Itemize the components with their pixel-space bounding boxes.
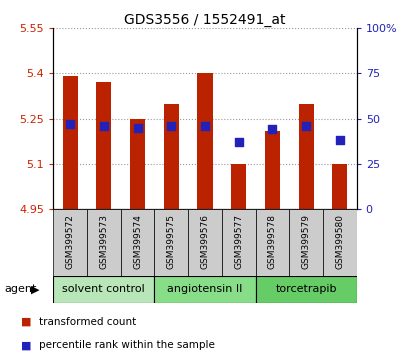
Bar: [331, 164, 346, 209]
Bar: [221, 209, 255, 276]
Bar: [96, 82, 111, 209]
Text: GSM399574: GSM399574: [133, 214, 142, 269]
Point: [336, 137, 342, 143]
Text: agent: agent: [4, 284, 36, 295]
Text: GSM399573: GSM399573: [99, 214, 108, 269]
Bar: [154, 276, 255, 303]
Bar: [120, 209, 154, 276]
Bar: [264, 131, 279, 209]
Bar: [154, 209, 188, 276]
Bar: [255, 209, 289, 276]
Bar: [163, 103, 178, 209]
Point: [100, 123, 107, 129]
Text: torcetrapib: torcetrapib: [275, 284, 336, 295]
Text: ■: ■: [20, 317, 31, 327]
Bar: [322, 209, 356, 276]
Bar: [188, 209, 221, 276]
Text: GSM399572: GSM399572: [65, 214, 74, 269]
Text: GSM399575: GSM399575: [166, 214, 175, 269]
Point: [302, 123, 309, 129]
Point: [201, 123, 208, 129]
Point: [168, 123, 174, 129]
Bar: [63, 76, 78, 209]
Bar: [231, 164, 246, 209]
Text: GSM399578: GSM399578: [267, 214, 276, 269]
Bar: [255, 276, 356, 303]
Point: [134, 125, 141, 131]
Text: GSM399580: GSM399580: [335, 214, 344, 269]
Bar: [289, 209, 322, 276]
Text: solvent control: solvent control: [62, 284, 145, 295]
Text: GSM399576: GSM399576: [200, 214, 209, 269]
Bar: [130, 119, 145, 209]
Bar: [298, 103, 313, 209]
Text: GSM399579: GSM399579: [301, 214, 310, 269]
Point: [67, 121, 73, 127]
Bar: [53, 209, 87, 276]
Bar: [53, 276, 154, 303]
Text: percentile rank within the sample: percentile rank within the sample: [39, 340, 214, 350]
Title: GDS3556 / 1552491_at: GDS3556 / 1552491_at: [124, 13, 285, 27]
Text: GSM399577: GSM399577: [234, 214, 243, 269]
Text: ■: ■: [20, 340, 31, 350]
Text: ▶: ▶: [31, 284, 39, 295]
Point: [235, 139, 241, 145]
Text: transformed count: transformed count: [39, 317, 136, 327]
Point: [268, 127, 275, 132]
Bar: [87, 209, 120, 276]
Bar: [197, 73, 212, 209]
Text: angiotensin II: angiotensin II: [167, 284, 242, 295]
